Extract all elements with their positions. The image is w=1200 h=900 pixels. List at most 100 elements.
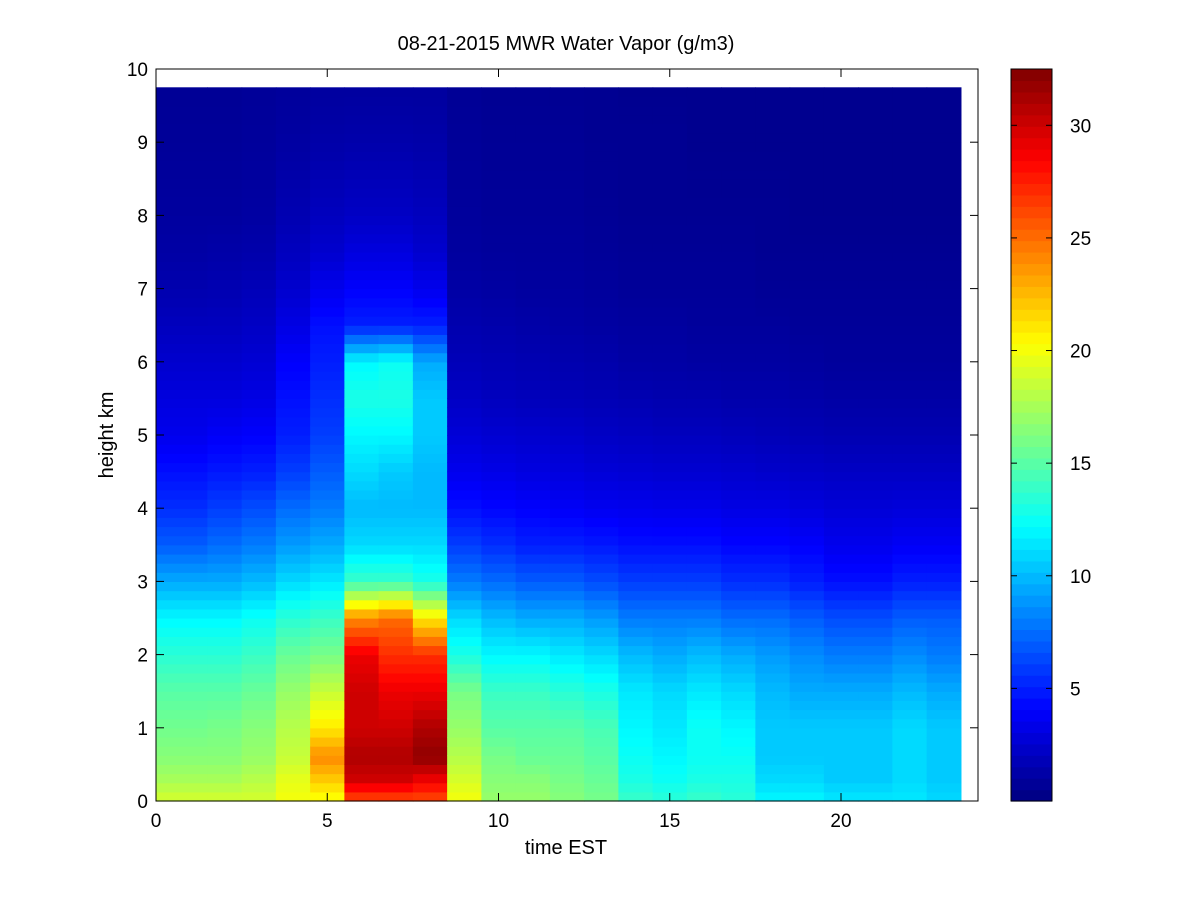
heatmap-cell (515, 224, 551, 235)
heatmap-cell (789, 691, 825, 701)
heatmap-cell (447, 325, 482, 335)
heatmap-cell (789, 105, 825, 116)
heatmap-cell (926, 334, 962, 345)
heatmap-cell (207, 252, 243, 262)
heatmap-cell (447, 764, 482, 775)
heatmap-cell (412, 197, 448, 207)
heatmap-cell (207, 700, 243, 711)
heatmap-cell (412, 151, 448, 162)
heatmap-cell (481, 142, 517, 152)
heatmap-cell (926, 444, 962, 454)
heatmap-cell (926, 700, 962, 711)
heatmap-cell (686, 435, 722, 445)
heatmap-cell (344, 187, 380, 198)
heatmap-cell (481, 435, 517, 445)
heatmap-cell (241, 435, 277, 445)
heatmap-cell (481, 252, 517, 262)
colorbar-swatch (1011, 286, 1052, 299)
heatmap-cell (686, 663, 722, 674)
heatmap-cell (310, 288, 345, 299)
heatmap-cell (310, 663, 345, 674)
heatmap-cell (789, 187, 825, 198)
heatmap-cell (618, 700, 654, 711)
heatmap-cell (549, 233, 585, 244)
heatmap-cell (207, 462, 243, 473)
heatmap-cell (652, 279, 688, 290)
heatmap-cell (481, 700, 517, 711)
heatmap-cell (207, 270, 243, 281)
heatmap-cell (721, 599, 756, 610)
heatmap-cell (481, 462, 517, 473)
colorbar-swatch (1011, 503, 1052, 516)
heatmap-cell (275, 398, 311, 409)
heatmap-cell (549, 187, 585, 198)
heatmap-cell (549, 544, 585, 555)
heatmap-cell (549, 123, 585, 134)
heatmap-cell (652, 618, 688, 628)
heatmap-cell (275, 691, 311, 701)
heatmap-cell (275, 352, 311, 363)
heatmap-cell (618, 489, 654, 500)
heatmap-cell (549, 389, 585, 399)
heatmap-cell (207, 334, 243, 345)
heatmap-cell (652, 352, 688, 363)
heatmap-cell (618, 453, 654, 464)
heatmap-cell (156, 306, 208, 317)
heatmap-cell (823, 489, 859, 500)
heatmap-cell (515, 618, 551, 628)
heatmap-cell (241, 261, 277, 271)
colorbar-swatch (1011, 560, 1052, 573)
heatmap-cell (481, 325, 517, 335)
colorbar-swatch (1011, 171, 1052, 184)
heatmap-cell (447, 398, 482, 409)
heatmap-cell (892, 242, 928, 253)
heatmap-cell (156, 791, 208, 802)
heatmap-cell (549, 416, 585, 427)
heatmap-cell (755, 178, 791, 189)
heatmap-cell (241, 618, 277, 628)
heatmap-cell (721, 581, 756, 592)
heatmap-cell (789, 352, 825, 363)
heatmap-cell (156, 279, 208, 290)
heatmap-cell (755, 764, 791, 775)
heatmap-cell (378, 334, 414, 345)
heatmap-cell (584, 453, 619, 464)
heatmap-cell (344, 682, 380, 692)
heatmap-cell (926, 471, 962, 482)
heatmap-cell (584, 718, 619, 729)
heatmap-cell (378, 471, 414, 482)
heatmap-cell (789, 526, 825, 537)
heatmap-cell (241, 416, 277, 427)
heatmap-cell (652, 105, 688, 116)
heatmap-cell (378, 709, 414, 720)
heatmap-cell (447, 590, 482, 601)
heatmap-cell (344, 618, 380, 628)
heatmap-cell (618, 572, 654, 582)
heatmap-cell (515, 133, 551, 143)
heatmap-cell (515, 261, 551, 271)
heatmap-cell (721, 169, 756, 180)
heatmap-cell (755, 691, 791, 701)
heatmap-cell (275, 581, 311, 592)
heatmap-cell (686, 96, 722, 107)
heatmap-cell (344, 627, 380, 637)
colorbar-swatch (1011, 252, 1052, 265)
heatmap-cell (549, 645, 585, 656)
heatmap-cell (156, 590, 208, 601)
heatmap-cell (549, 471, 585, 482)
colorbar-swatch (1011, 469, 1052, 482)
heatmap-cell (241, 581, 277, 592)
heatmap-cell (584, 581, 619, 592)
heatmap-cell (275, 499, 311, 509)
heatmap-cell (721, 782, 756, 793)
heatmap-cell (789, 206, 825, 216)
heatmap-cell (926, 160, 962, 171)
heatmap-cell (858, 133, 893, 143)
heatmap-cell (858, 782, 893, 793)
heatmap-cell (481, 279, 517, 290)
colorbar-swatch (1011, 526, 1052, 539)
heatmap-cell (618, 746, 654, 756)
heatmap-cell (686, 215, 722, 226)
heatmap-cell (412, 325, 448, 335)
heatmap-cell (755, 252, 791, 262)
